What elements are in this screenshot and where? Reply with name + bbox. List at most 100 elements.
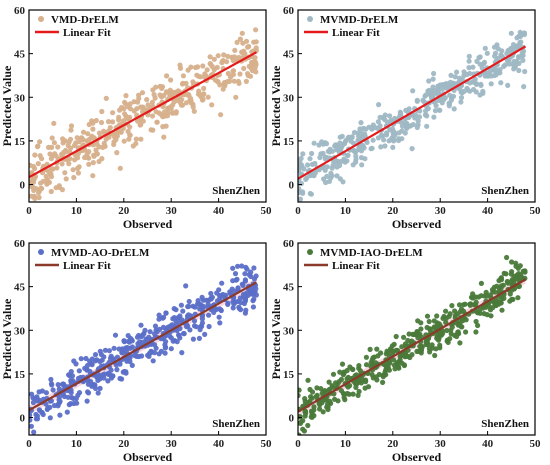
scatter-point (439, 100, 445, 106)
scatter-point (466, 65, 472, 71)
scatter-point (298, 392, 301, 399)
scatter-point (122, 111, 128, 117)
scatter-point (452, 74, 458, 80)
scatter-point (444, 327, 450, 334)
scatter-point (458, 95, 465, 101)
scatter-point (90, 120, 96, 126)
scatter-point (239, 49, 245, 55)
scatter-point (110, 373, 116, 379)
scatter-point (416, 114, 423, 120)
scatter-point (492, 53, 498, 59)
scatter-point (484, 312, 490, 318)
scatter-point (307, 156, 313, 162)
scatter-point (220, 58, 226, 64)
scatter-point (63, 176, 69, 182)
scatter-point (181, 330, 187, 337)
plot-area (298, 29, 528, 202)
scatter-point (85, 378, 91, 384)
scatter-point (152, 95, 158, 101)
scatter-point (402, 130, 408, 136)
scatter-point (384, 130, 390, 136)
scatter-point (185, 67, 191, 73)
scatter-point (345, 152, 351, 158)
scatter-point (62, 138, 68, 144)
scatter-point (47, 415, 53, 421)
scatter-point (502, 62, 508, 68)
x-tick-label: 30 (435, 438, 447, 450)
scatter-point (66, 402, 72, 408)
location-annotation: ShenZhen (212, 185, 260, 197)
scatter-point (64, 409, 70, 415)
scatter-point (56, 386, 62, 392)
scatter-point (180, 73, 186, 79)
x-tick-label: 30 (166, 438, 178, 450)
scatter-point (57, 398, 63, 404)
scatter-point (478, 280, 484, 286)
scatter-point (117, 375, 123, 382)
scatter-point (61, 381, 67, 387)
scatter-point (520, 52, 526, 59)
location-annotation: ShenZhen (481, 418, 529, 430)
scatter-point (152, 323, 159, 329)
scatter-point (207, 54, 213, 60)
scatter-point (200, 63, 206, 69)
scatter-point (139, 339, 146, 345)
scatter-point (300, 426, 306, 432)
scatter-point (37, 139, 43, 145)
scatter-point (147, 329, 153, 335)
scatter-point (371, 354, 377, 360)
scatter-point (142, 327, 148, 333)
scatter-point (367, 346, 373, 352)
scatter-point (358, 120, 364, 126)
scatter-point (422, 112, 429, 118)
scatter-point (230, 278, 236, 284)
scatter-point (353, 156, 359, 162)
scatter-point (179, 102, 186, 108)
scatter-point (434, 313, 440, 319)
scatter-point (230, 71, 236, 78)
fit-line (29, 281, 258, 412)
scatter-point (105, 378, 111, 384)
scatter-point (30, 399, 36, 406)
y-axis-title: Predicted Value (269, 65, 283, 146)
scatter-point (71, 358, 77, 364)
scatter-point (96, 144, 102, 150)
scatter-point (513, 44, 520, 50)
scatter-point (135, 99, 141, 105)
y-tick-label: 60 (14, 5, 26, 17)
scatter-point (222, 83, 228, 89)
scatter-point (504, 278, 510, 285)
scatter-point (329, 173, 335, 179)
scatter-point (369, 126, 375, 132)
x-axis-title: Observed (392, 450, 442, 464)
scatter-point (127, 132, 133, 138)
scatter-point (34, 144, 41, 150)
x-tick-label: 10 (71, 438, 83, 450)
scatter-point (139, 90, 146, 96)
scatter-point (449, 303, 455, 309)
scatter-point (501, 295, 507, 301)
scatter-point (300, 190, 306, 196)
scatter-point (471, 302, 477, 308)
y-tick-label: 0 (20, 180, 26, 192)
scatter-point (477, 54, 483, 60)
scatter-point (466, 58, 472, 64)
scatter-point (213, 306, 219, 313)
scatter-point (96, 158, 102, 165)
scatter-point (150, 358, 156, 364)
scatter-point (507, 291, 513, 297)
scatter-point (442, 95, 448, 101)
scatter-point (378, 350, 384, 356)
scatter-point (186, 303, 192, 309)
scatter-point (93, 147, 99, 153)
scatter-point (243, 78, 249, 84)
scatter-point (243, 307, 249, 313)
scatter-point (460, 308, 467, 314)
scatter-point (209, 102, 215, 108)
scatter-point (351, 129, 358, 136)
scatter-point (357, 368, 363, 374)
scatter-point (177, 62, 183, 68)
scatter-point (148, 127, 154, 133)
scatter-point (490, 66, 496, 72)
scatter-point (253, 273, 259, 279)
